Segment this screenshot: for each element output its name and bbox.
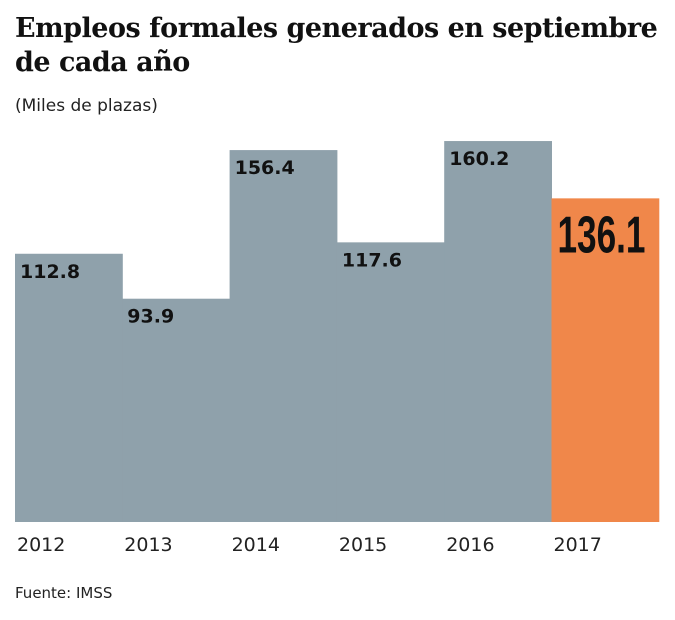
data-label-2015: 117.6 xyxy=(342,249,402,271)
x-tick-label: 2012 xyxy=(17,534,65,556)
data-label-2013: 93.9 xyxy=(127,306,174,328)
x-tick-label: 2016 xyxy=(446,534,494,556)
bar-2016 xyxy=(444,141,552,522)
chart-title: Empleos formales generados en septiembre… xyxy=(15,13,658,78)
x-tick-label: 2017 xyxy=(554,534,602,556)
chart-subtitle: (Miles de plazas) xyxy=(15,96,158,116)
data-label-2012: 112.8 xyxy=(20,261,80,283)
x-tick-label: 2015 xyxy=(339,534,387,556)
bar-2014 xyxy=(229,150,338,522)
source-note: Fuente: IMSS xyxy=(15,584,113,602)
bar-2015 xyxy=(336,242,445,522)
data-label-2017: 136.1 xyxy=(558,206,646,264)
bar-2013 xyxy=(122,298,231,522)
bar-2017 xyxy=(551,198,660,523)
data-label-2016: 160.2 xyxy=(449,148,509,170)
x-tick-label: 2014 xyxy=(232,534,280,556)
data-label-2014: 156.4 xyxy=(235,157,295,179)
x-tick-label: 2013 xyxy=(124,534,172,556)
bar-2012 xyxy=(15,253,123,522)
